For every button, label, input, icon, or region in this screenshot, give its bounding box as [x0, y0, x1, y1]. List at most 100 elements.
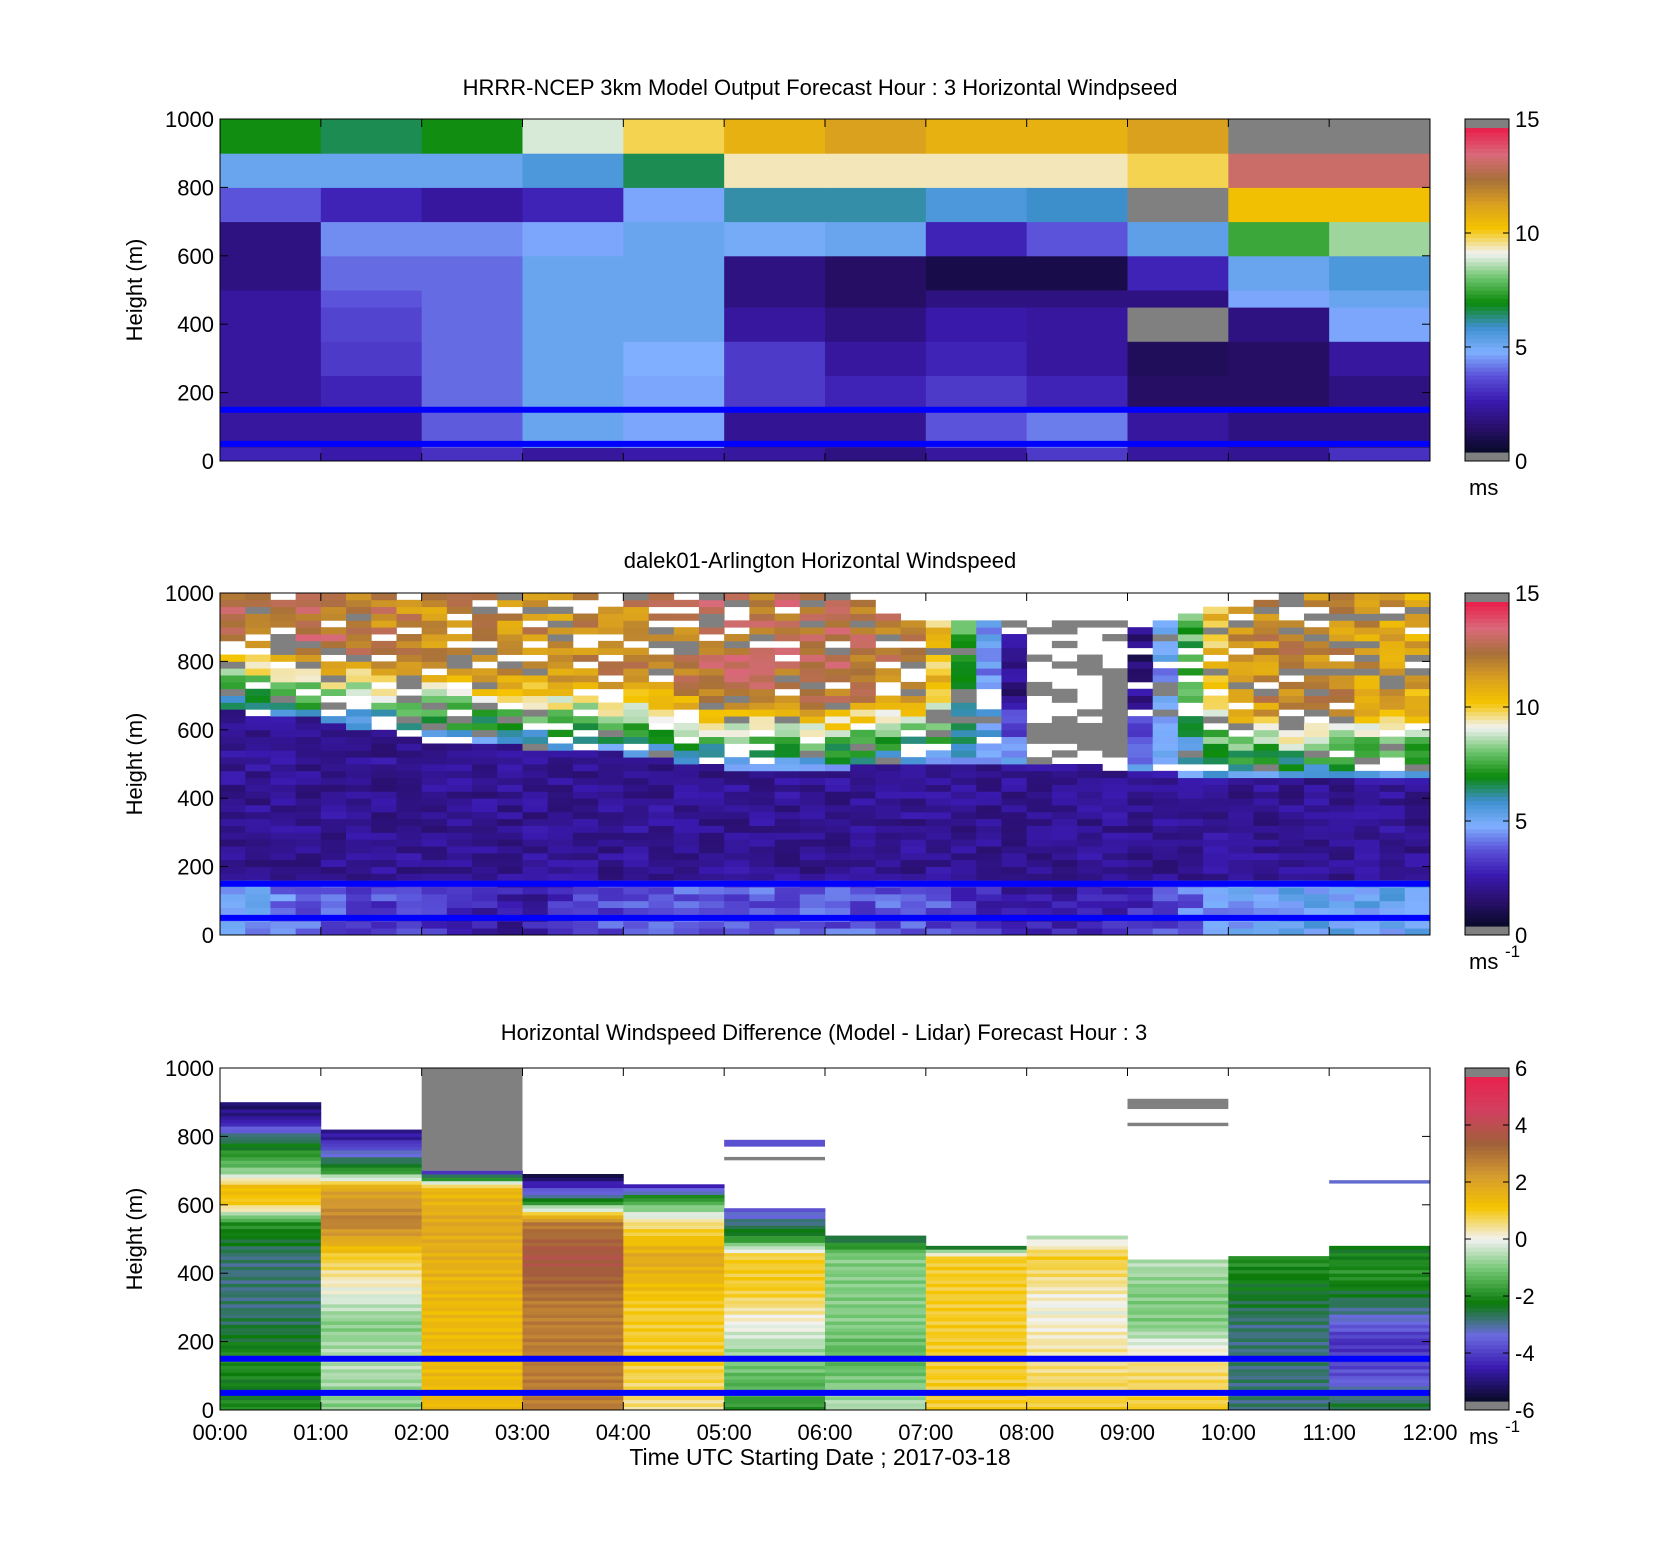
heatmap-cell — [724, 1345, 826, 1349]
heatmap-cell — [1152, 640, 1179, 649]
heatmap-cell — [1102, 887, 1128, 895]
heatmap-cell — [421, 1324, 523, 1329]
heatmap-cell — [1051, 661, 1078, 669]
heatmap-cell — [346, 846, 372, 854]
heatmap-cell — [724, 1273, 826, 1278]
heatmap-cell — [1051, 716, 1078, 724]
heatmap-cell — [749, 750, 775, 758]
heatmap-cell — [1228, 1307, 1330, 1312]
heatmap-cell — [1026, 770, 1053, 779]
colorbar-swatch — [1465, 1141, 1509, 1147]
colorbar-swatch — [1465, 1218, 1509, 1224]
heatmap-cell — [623, 668, 649, 676]
heatmap-cell — [295, 599, 322, 608]
heatmap-cell — [472, 722, 498, 731]
colorbar-swatch — [1465, 1153, 1509, 1159]
heatmap-cell — [1329, 1362, 1431, 1366]
heatmap-cell — [220, 1382, 322, 1387]
heatmap-cell — [270, 791, 297, 799]
heatmap-cell — [320, 255, 423, 291]
heatmap-cell — [320, 1372, 423, 1377]
heatmap-cell — [547, 620, 574, 628]
colorbar-swatch — [1465, 715, 1509, 721]
heatmap-cell — [371, 852, 397, 861]
heatmap-cell — [1026, 1256, 1128, 1260]
heatmap-cell — [1026, 221, 1128, 257]
heatmap-cell — [1077, 620, 1103, 628]
heatmap-cell — [623, 681, 649, 690]
heatmap-cell — [446, 832, 473, 840]
x-tick-label: 10:00 — [1201, 1420, 1256, 1445]
heatmap-cell — [371, 887, 397, 895]
heatmap-cell — [698, 818, 725, 826]
heatmap-cell — [472, 729, 498, 738]
heatmap-cell — [951, 736, 977, 744]
heatmap-cell — [1253, 852, 1280, 861]
heatmap-cell — [724, 798, 750, 806]
heatmap-cell — [346, 866, 372, 874]
heatmap-cell — [1329, 1283, 1431, 1288]
heatmap-cell — [774, 818, 801, 826]
heatmap-cell — [320, 1273, 423, 1278]
colorbar-swatch — [1465, 674, 1509, 680]
heatmap-cell — [925, 290, 1028, 308]
colorbar-swatch — [1465, 269, 1509, 275]
heatmap-cell — [925, 1317, 1028, 1322]
heatmap-cell — [1228, 764, 1254, 772]
colorbar-swatch — [1465, 650, 1509, 656]
heatmap-cell — [220, 716, 246, 724]
heatmap-cell — [547, 859, 574, 867]
heatmap-cell — [1329, 866, 1355, 874]
heatmap-cell — [623, 1379, 725, 1384]
heatmap-cell — [1102, 688, 1128, 696]
heatmap-cell — [1253, 791, 1280, 799]
heatmap-cell — [522, 613, 549, 621]
heatmap-cell — [1177, 627, 1204, 635]
heatmap-cell — [572, 805, 599, 813]
heatmap-cell — [698, 654, 725, 662]
heatmap-cell — [371, 627, 397, 635]
heatmap-cell — [1127, 1396, 1229, 1401]
heatmap-cell — [1102, 852, 1128, 861]
heatmap-cell — [623, 893, 649, 902]
heatmap-cell — [724, 1372, 826, 1377]
heatmap-cell — [1001, 921, 1028, 929]
colorbar-swatch — [1465, 1190, 1509, 1196]
heatmap-cell — [1228, 709, 1254, 717]
heatmap-cell — [421, 1218, 523, 1223]
heatmap-cell — [1051, 620, 1078, 628]
heatmap-cell — [1127, 770, 1154, 779]
heatmap-cell — [472, 668, 498, 676]
colorbar-swatch — [1465, 1170, 1509, 1175]
heatmap-cell — [497, 634, 523, 642]
heatmap-cell — [1354, 634, 1380, 642]
heatmap-cell — [1051, 640, 1078, 649]
heatmap-cell — [295, 777, 322, 785]
heatmap-cell — [1127, 695, 1154, 703]
heatmap-cell — [522, 1191, 624, 1195]
heatmap-cell — [1278, 654, 1305, 662]
heatmap-cell — [623, 859, 649, 867]
heatmap-cell — [421, 866, 448, 874]
colorbar-swatch — [1465, 1291, 1509, 1297]
heatmap-cell — [825, 1382, 927, 1387]
heatmap-cell — [245, 859, 271, 867]
heatmap-cell — [925, 900, 952, 909]
heatmap-cell — [1228, 1386, 1330, 1390]
heatmap-cell — [1329, 640, 1355, 649]
heatmap-cell — [1051, 777, 1078, 785]
heatmap-cell — [925, 764, 952, 772]
heatmap-cell — [371, 606, 397, 614]
heatmap-cell — [245, 846, 271, 854]
heatmap-cell — [951, 832, 977, 840]
heatmap-cell — [1228, 290, 1330, 308]
heatmap-cell — [925, 640, 952, 649]
heatmap-cell — [396, 599, 423, 608]
heatmap-cell — [421, 825, 448, 833]
heatmap-cell — [320, 1249, 423, 1254]
heatmap-cell — [673, 893, 700, 902]
heatmap-cell — [825, 777, 851, 785]
heatmap-cell — [547, 825, 574, 833]
heatmap-cell — [698, 729, 725, 738]
